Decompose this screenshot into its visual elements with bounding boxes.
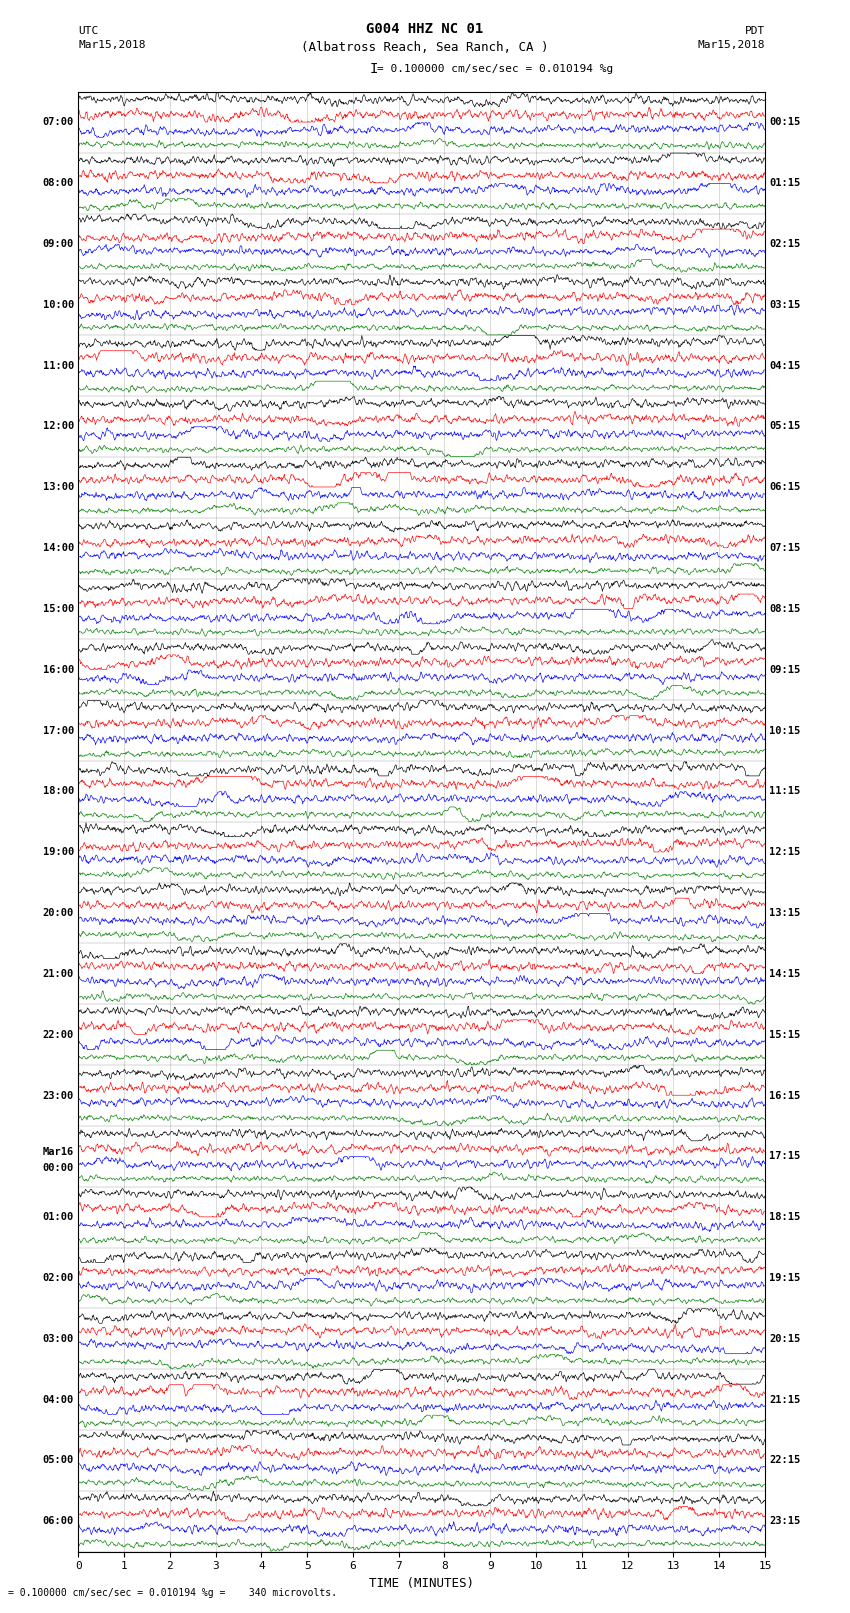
Text: 00:15: 00:15 xyxy=(769,118,801,127)
Text: 23:00: 23:00 xyxy=(42,1090,74,1100)
Text: 08:00: 08:00 xyxy=(42,177,74,189)
Text: 06:00: 06:00 xyxy=(42,1516,74,1526)
Text: (Albatross Reach, Sea Ranch, CA ): (Albatross Reach, Sea Ranch, CA ) xyxy=(301,40,549,53)
Text: 04:15: 04:15 xyxy=(769,361,801,371)
Text: 23:15: 23:15 xyxy=(769,1516,801,1526)
Text: 13:15: 13:15 xyxy=(769,908,801,918)
Text: 10:15: 10:15 xyxy=(769,726,801,736)
X-axis label: TIME (MINUTES): TIME (MINUTES) xyxy=(369,1578,474,1590)
Text: 14:15: 14:15 xyxy=(769,969,801,979)
Text: 00:00: 00:00 xyxy=(42,1163,74,1173)
Text: 20:00: 20:00 xyxy=(42,908,74,918)
Text: 11:00: 11:00 xyxy=(42,361,74,371)
Text: 02:00: 02:00 xyxy=(42,1273,74,1282)
Text: Mar15,2018: Mar15,2018 xyxy=(698,40,765,50)
Text: Mar15,2018: Mar15,2018 xyxy=(78,40,145,50)
Text: 01:15: 01:15 xyxy=(769,177,801,189)
Text: 01:00: 01:00 xyxy=(42,1213,74,1223)
Text: 07:00: 07:00 xyxy=(42,118,74,127)
Text: 21:15: 21:15 xyxy=(769,1395,801,1405)
Text: 18:15: 18:15 xyxy=(769,1213,801,1223)
Text: G004 HHZ NC 01: G004 HHZ NC 01 xyxy=(366,23,484,37)
Text: 22:15: 22:15 xyxy=(769,1455,801,1466)
Text: 09:15: 09:15 xyxy=(769,665,801,674)
Text: 11:15: 11:15 xyxy=(769,787,801,797)
Text: 09:00: 09:00 xyxy=(42,239,74,248)
Text: 21:00: 21:00 xyxy=(42,969,74,979)
Text: 22:00: 22:00 xyxy=(42,1029,74,1040)
Text: 12:00: 12:00 xyxy=(42,421,74,431)
Text: 15:00: 15:00 xyxy=(42,603,74,615)
Text: 06:15: 06:15 xyxy=(769,482,801,492)
Text: UTC: UTC xyxy=(78,26,99,37)
Text: 03:00: 03:00 xyxy=(42,1334,74,1344)
Text: 03:15: 03:15 xyxy=(769,300,801,310)
Text: 07:15: 07:15 xyxy=(769,544,801,553)
Text: 19:00: 19:00 xyxy=(42,847,74,857)
Text: 18:00: 18:00 xyxy=(42,787,74,797)
Text: 08:15: 08:15 xyxy=(769,603,801,615)
Text: 17:00: 17:00 xyxy=(42,726,74,736)
Text: Mar16: Mar16 xyxy=(42,1147,74,1157)
Text: 17:15: 17:15 xyxy=(769,1152,801,1161)
Text: 05:00: 05:00 xyxy=(42,1455,74,1466)
Text: 05:15: 05:15 xyxy=(769,421,801,431)
Text: 19:15: 19:15 xyxy=(769,1273,801,1282)
Text: 12:15: 12:15 xyxy=(769,847,801,857)
Text: = 0.100000 cm/sec/sec = 0.010194 %g =    340 microvolts.: = 0.100000 cm/sec/sec = 0.010194 %g = 34… xyxy=(8,1589,337,1598)
Text: 14:00: 14:00 xyxy=(42,544,74,553)
Text: 02:15: 02:15 xyxy=(769,239,801,248)
Text: I: I xyxy=(370,61,378,76)
Text: = 0.100000 cm/sec/sec = 0.010194 %g: = 0.100000 cm/sec/sec = 0.010194 %g xyxy=(377,63,613,74)
Text: PDT: PDT xyxy=(745,26,765,37)
Text: 04:00: 04:00 xyxy=(42,1395,74,1405)
Text: 16:15: 16:15 xyxy=(769,1090,801,1100)
Text: 10:00: 10:00 xyxy=(42,300,74,310)
Text: 15:15: 15:15 xyxy=(769,1029,801,1040)
Text: 13:00: 13:00 xyxy=(42,482,74,492)
Text: 20:15: 20:15 xyxy=(769,1334,801,1344)
Text: 16:00: 16:00 xyxy=(42,665,74,674)
